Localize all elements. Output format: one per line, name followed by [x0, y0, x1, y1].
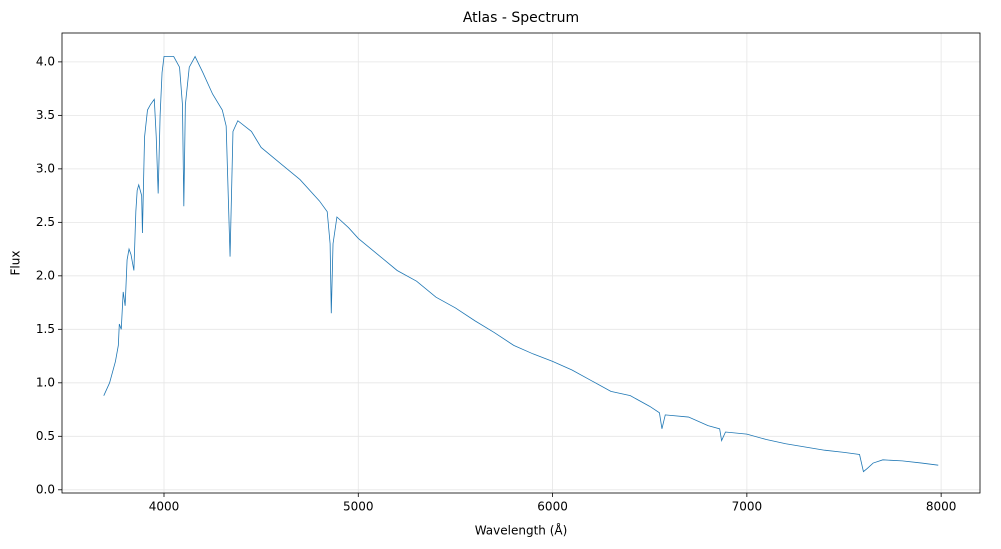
y-tick-label: 1.5: [36, 322, 55, 336]
y-tick-label: 3.0: [36, 161, 55, 175]
x-tick-label: 8000: [926, 500, 957, 514]
y-tick-label: 3.5: [36, 108, 55, 122]
y-tick-label: 2.0: [36, 268, 55, 282]
plot-frame: [61, 32, 981, 494]
y-axis-label: Flux: [9, 251, 23, 276]
y-tick-label: 2.5: [36, 215, 55, 229]
x-axis-label: Wavelength (Å): [475, 523, 568, 538]
y-tick-label: 0.5: [36, 429, 55, 443]
x-tick-label: 6000: [537, 500, 568, 514]
x-tick-label: 7000: [732, 500, 763, 514]
x-tick-label: 4000: [149, 500, 180, 514]
x-tick-label: 5000: [343, 500, 374, 514]
chart-title: Atlas - Spectrum: [463, 10, 579, 26]
spectrum-line: [103, 55, 939, 473]
y-tick-label: 4.0: [36, 54, 55, 68]
y-tick-label: 1.0: [36, 375, 55, 389]
y-tick-label: 0.0: [36, 482, 55, 496]
